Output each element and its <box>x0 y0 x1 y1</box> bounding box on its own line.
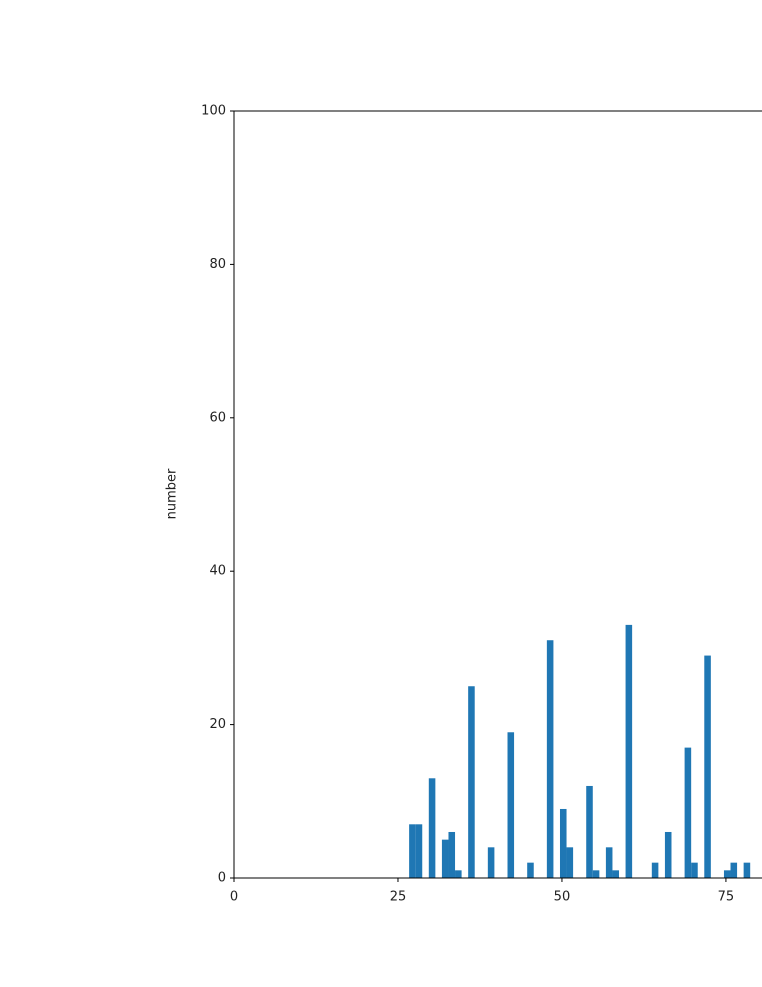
y-tick-label: 0 <box>218 871 226 886</box>
bar <box>468 686 475 878</box>
bar <box>605 847 613 878</box>
x-tick-label: 0 <box>230 890 238 905</box>
y-tick-label: 100 <box>201 104 226 119</box>
bar <box>441 839 449 878</box>
bar <box>415 824 423 878</box>
bar <box>743 862 751 878</box>
y-tick-label: 80 <box>209 257 226 272</box>
bar <box>625 624 633 878</box>
bar <box>455 870 462 878</box>
bar <box>428 778 436 878</box>
bar <box>546 640 554 878</box>
bar <box>559 808 567 878</box>
bar <box>507 732 515 878</box>
bar <box>723 870 731 878</box>
bar <box>487 847 495 878</box>
bar <box>704 655 711 878</box>
x-tick-label: 75 <box>718 890 735 905</box>
bar <box>592 870 600 878</box>
bar <box>691 862 698 878</box>
bar <box>409 824 416 878</box>
bar <box>612 870 620 878</box>
y-tick-label: 20 <box>209 717 226 732</box>
x-tick-label: 50 <box>554 890 571 905</box>
bar <box>566 847 574 878</box>
x-tick-label: 25 <box>390 890 407 905</box>
bar <box>448 831 456 878</box>
bar <box>684 747 692 878</box>
y-tick-label: 60 <box>209 410 226 425</box>
y-axis-label: number <box>165 468 180 519</box>
bar <box>527 862 534 878</box>
bar <box>664 831 672 878</box>
y-tick-label: 40 <box>209 564 226 579</box>
bar <box>730 862 738 878</box>
bar <box>586 785 593 878</box>
bar <box>651 862 659 878</box>
